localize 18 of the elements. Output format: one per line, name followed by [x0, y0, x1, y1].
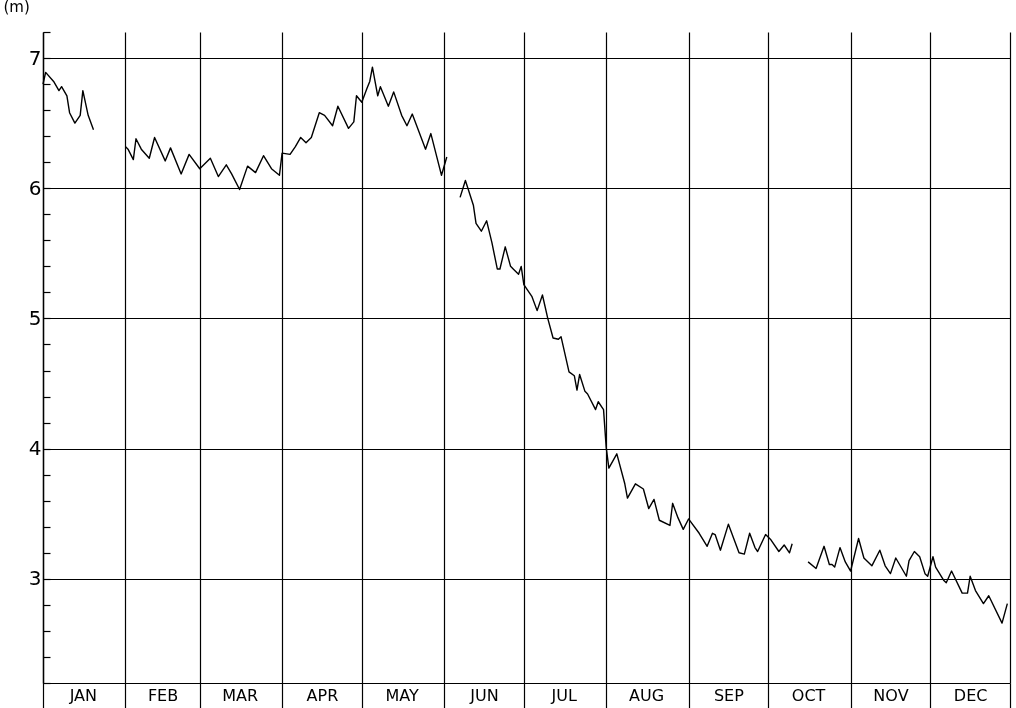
- x-tick-label: MAY: [385, 685, 420, 705]
- x-tick-label: MAR: [222, 685, 259, 705]
- x-tick-label: JAN: [68, 685, 98, 705]
- x-tick-label: JUL: [550, 685, 577, 705]
- x-tick-label: OCT: [791, 685, 826, 705]
- y-tick-label: 3: [28, 566, 42, 591]
- y-tick-label: 5: [28, 305, 42, 330]
- x-tick-label: NOV: [873, 685, 909, 705]
- x-tick-label: SEP: [713, 685, 745, 705]
- y-tick-label: 6: [28, 175, 42, 200]
- x-tick-label: APR: [306, 685, 339, 705]
- x-tick-label: JUN: [469, 685, 499, 705]
- x-tick-label: FEB: [147, 685, 179, 705]
- y-tick-label: 4: [28, 436, 42, 461]
- y-axis-title: (m): [3, 0, 30, 16]
- x-tick-label: DEC: [953, 685, 988, 705]
- x-tick-label: AUG: [629, 685, 665, 705]
- y-tick-label: 7: [28, 45, 42, 70]
